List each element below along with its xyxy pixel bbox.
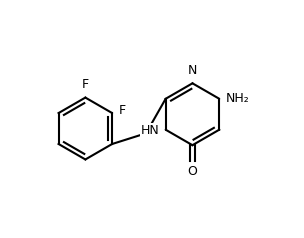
- Text: O: O: [188, 165, 197, 178]
- Text: N: N: [188, 64, 197, 77]
- Text: HN: HN: [141, 124, 160, 137]
- Text: NH₂: NH₂: [226, 92, 250, 105]
- Text: S: S: [142, 126, 150, 140]
- Text: F: F: [118, 104, 126, 117]
- Text: F: F: [82, 78, 89, 91]
